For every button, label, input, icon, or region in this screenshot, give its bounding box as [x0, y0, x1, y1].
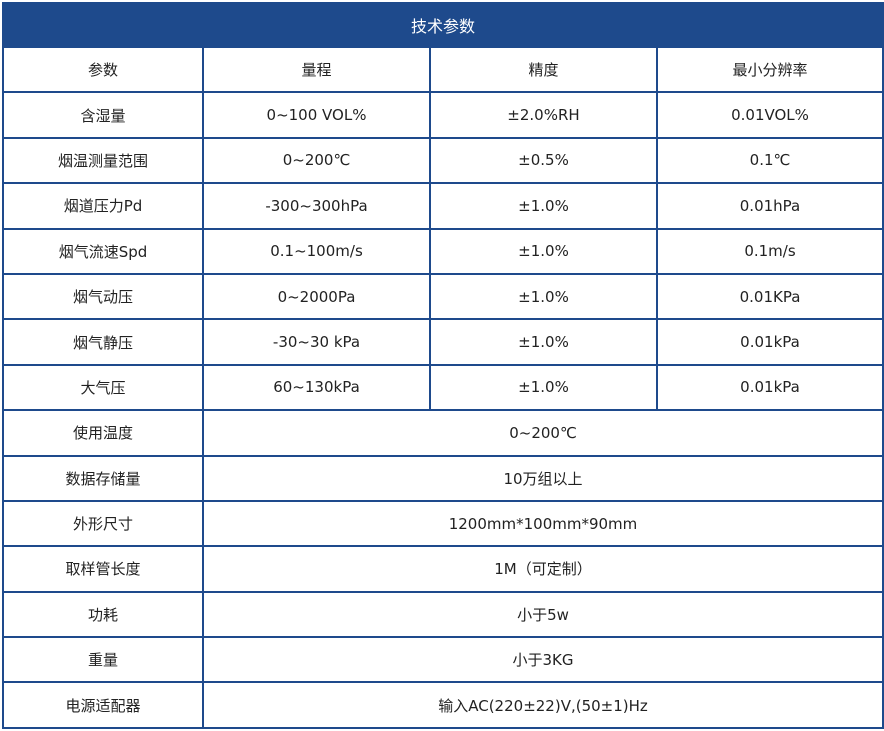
header-cell-param: 参数	[2, 45, 204, 94]
merged-table-row: 外形尺寸 1200mm*100mm*90mm	[2, 499, 884, 548]
table-title: 技术参数	[1, 2, 884, 48]
merged-value-cell: 输入AC(220±22)V,(50±1)Hz	[201, 681, 884, 729]
param-name-cell: 含湿量	[2, 91, 204, 139]
resolution-cell: 0.01kPa	[655, 318, 884, 366]
table-row: 大气压 60~130kPa ±1.0% 0.01kPa	[2, 363, 884, 412]
accuracy-cell: ±0.5%	[429, 136, 658, 185]
table-title-row: 技术参数	[1, 2, 884, 48]
table-row: 含湿量 0~100 VOL% ±2.0%RH 0.01VOL%	[2, 91, 884, 139]
accuracy-cell: ±1.0%	[429, 318, 658, 366]
range-cell: 60~130kPa	[202, 363, 431, 412]
accuracy-cell: ±1.0%	[429, 182, 658, 230]
param-name-cell: 烟温测量范围	[2, 136, 204, 185]
merged-value-cell: 0~200℃	[201, 409, 884, 457]
resolution-cell: 0.01VOL%	[655, 91, 884, 139]
table-row: 烟气动压 0~2000Pa ±1.0% 0.01KPa	[2, 272, 884, 321]
merged-table-row: 数据存储量 10万组以上	[2, 454, 884, 502]
param-name-cell: 重量	[2, 636, 204, 684]
merged-value-cell: 小于5w	[201, 590, 884, 639]
resolution-cell: 0.01hPa	[655, 182, 884, 230]
param-name-cell: 电源适配器	[2, 681, 204, 729]
param-name-cell: 功耗	[2, 590, 204, 639]
accuracy-cell: ±1.0%	[429, 272, 658, 321]
accuracy-cell: ±1.0%	[429, 227, 658, 275]
range-cell: -30~30 kPa	[202, 318, 431, 366]
range-cell: 0~200℃	[202, 136, 431, 185]
param-name-cell: 使用温度	[2, 409, 204, 457]
merged-table-row: 重量 小于3KG	[2, 636, 884, 684]
param-name-cell: 外形尺寸	[2, 499, 204, 548]
merged-table-row: 电源适配器 输入AC(220±22)V,(50±1)Hz	[2, 681, 884, 729]
header-row: 参数 量程 精度 最小分辨率	[2, 45, 884, 94]
param-name-cell: 烟道压力Pd	[2, 182, 204, 230]
resolution-cell: 0.01KPa	[655, 272, 884, 321]
merged-table-row: 使用温度 0~200℃	[2, 409, 884, 457]
param-name-cell: 大气压	[2, 363, 204, 412]
table-row: 烟道压力Pd -300~300hPa ±1.0% 0.01hPa	[2, 182, 884, 230]
param-name-cell: 取样管长度	[2, 545, 204, 593]
param-name-cell: 烟气流速Spd	[2, 227, 204, 275]
table-row: 烟气流速Spd 0.1~100m/s ±1.0% 0.1m/s	[2, 227, 884, 275]
merged-table-row: 功耗 小于5w	[2, 590, 884, 639]
param-name-cell: 数据存储量	[2, 454, 204, 502]
merged-value-cell: 10万组以上	[201, 454, 884, 502]
header-cell-resolution: 最小分辨率	[655, 45, 884, 94]
param-name-cell: 烟气静压	[2, 318, 204, 366]
resolution-cell: 0.01kPa	[655, 363, 884, 412]
resolution-cell: 0.1m/s	[655, 227, 884, 275]
resolution-cell: 0.1℃	[655, 136, 884, 185]
table-row: 烟温测量范围 0~200℃ ±0.5% 0.1℃	[2, 136, 884, 185]
merged-value-cell: 小于3KG	[201, 636, 884, 684]
param-name-cell: 烟气动压	[2, 272, 204, 321]
merged-value-cell: 1200mm*100mm*90mm	[201, 499, 884, 548]
merged-value-cell: 1M（可定制）	[201, 545, 884, 593]
accuracy-cell: ±1.0%	[429, 363, 658, 412]
range-cell: -300~300hPa	[202, 182, 431, 230]
table-row: 烟气静压 -30~30 kPa ±1.0% 0.01kPa	[2, 318, 884, 366]
header-cell-accuracy: 精度	[429, 45, 658, 94]
range-cell: 0~2000Pa	[202, 272, 431, 321]
accuracy-cell: ±2.0%RH	[429, 91, 658, 139]
header-cell-range: 量程	[202, 45, 431, 94]
merged-table-row: 取样管长度 1M（可定制）	[2, 545, 884, 593]
range-cell: 0~100 VOL%	[202, 91, 431, 139]
range-cell: 0.1~100m/s	[202, 227, 431, 275]
